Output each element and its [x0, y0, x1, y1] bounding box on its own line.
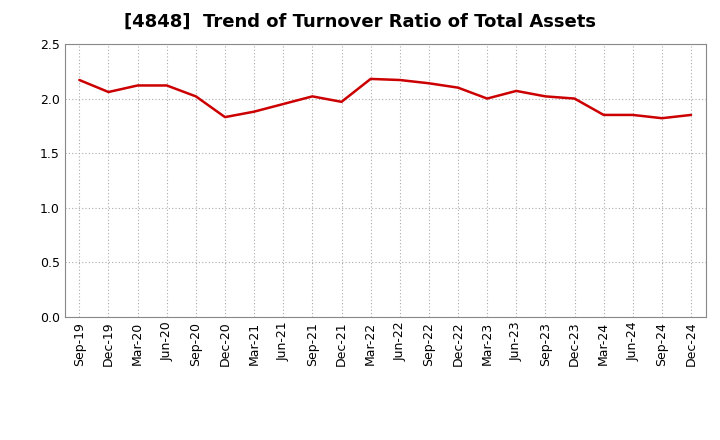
Text: [4848]  Trend of Turnover Ratio of Total Assets: [4848] Trend of Turnover Ratio of Total … [124, 13, 596, 31]
